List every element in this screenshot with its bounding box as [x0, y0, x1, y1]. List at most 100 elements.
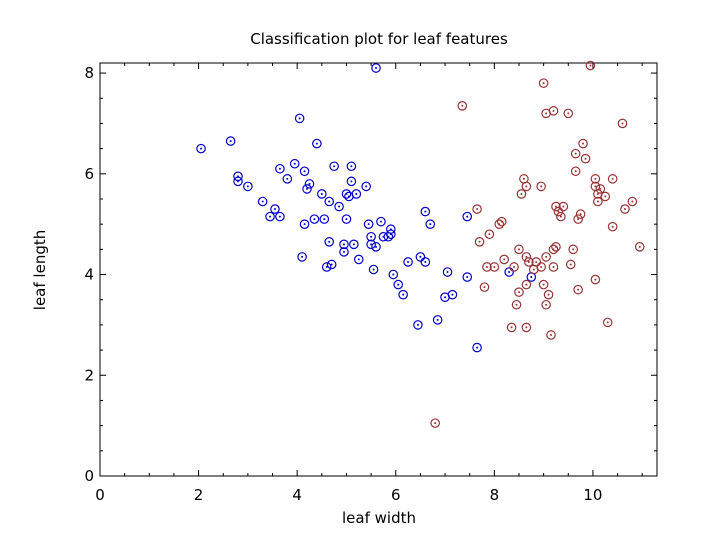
data-point	[371, 63, 381, 73]
data-point	[225, 136, 236, 146]
data-point	[289, 158, 300, 169]
x-tick-label: 2	[194, 486, 204, 504]
data-point	[516, 189, 527, 199]
data-point	[593, 196, 603, 207]
data-point	[317, 189, 327, 199]
data-point	[363, 219, 374, 229]
x-tick-label: 6	[391, 486, 401, 504]
data-point	[546, 330, 556, 340]
data-point	[556, 211, 566, 222]
data-point	[366, 239, 376, 250]
data-point	[521, 322, 532, 333]
data-point	[294, 113, 305, 124]
data-point	[319, 214, 330, 224]
data-point	[324, 236, 335, 247]
data-point	[196, 143, 206, 154]
data-point	[282, 174, 293, 184]
y-tick-label: 8	[84, 64, 94, 82]
data-point	[349, 239, 359, 250]
data-point	[634, 242, 645, 252]
data-point	[553, 206, 564, 217]
data-point	[472, 204, 482, 214]
data-point	[578, 138, 588, 149]
data-point	[366, 231, 376, 242]
data-point	[243, 181, 253, 192]
data-point	[275, 163, 285, 174]
data-point	[472, 342, 482, 353]
data-point	[543, 289, 554, 300]
data-point	[617, 118, 628, 129]
data-point	[595, 184, 606, 194]
data-point	[346, 176, 357, 187]
data-point	[536, 181, 546, 192]
series-1	[196, 63, 537, 353]
data-point	[590, 274, 601, 285]
data-point	[368, 264, 379, 275]
data-point	[499, 254, 509, 265]
data-point	[504, 267, 514, 277]
data-point	[551, 242, 561, 252]
data-point	[484, 229, 495, 240]
data-point	[573, 284, 583, 295]
data-point	[442, 267, 453, 277]
data-point	[341, 214, 352, 224]
data-point	[575, 209, 586, 219]
data-point	[558, 201, 569, 212]
y-axis-label: leaf length	[31, 230, 49, 310]
data-point	[509, 262, 519, 272]
data-point	[447, 289, 458, 300]
data-point	[413, 320, 423, 330]
data-point	[541, 299, 551, 310]
data-point	[570, 166, 581, 177]
data-point	[570, 148, 581, 159]
data-point	[489, 262, 500, 272]
data-point	[326, 259, 337, 270]
data-point	[430, 418, 440, 428]
data-point	[393, 279, 404, 290]
data-point	[324, 196, 335, 207]
series-2	[430, 60, 645, 428]
data-point	[474, 236, 485, 247]
data-point	[563, 108, 574, 119]
data-point	[548, 262, 559, 272]
data-point	[590, 174, 601, 184]
data-point	[302, 184, 312, 194]
data-point	[600, 191, 611, 202]
x-tick-label: 10	[583, 486, 602, 504]
data-point	[371, 242, 381, 252]
data-point	[398, 289, 408, 300]
data-point	[339, 247, 349, 257]
data-point	[521, 181, 532, 192]
data-point	[536, 262, 546, 272]
data-point	[568, 244, 579, 255]
data-point	[607, 174, 618, 184]
data-point	[415, 252, 426, 262]
y-tick-label: 0	[84, 467, 94, 485]
data-point	[420, 257, 431, 267]
chart-title: Classification plot for leaf features	[250, 30, 508, 48]
plot-frame	[99, 62, 658, 477]
data-point	[388, 269, 399, 280]
data-point	[432, 315, 443, 325]
data-point	[541, 252, 551, 262]
x-tick-label: 0	[95, 486, 105, 504]
data-point	[297, 252, 307, 262]
data-point	[275, 211, 285, 222]
data-point	[353, 254, 364, 265]
data-points	[196, 60, 645, 428]
data-point	[457, 101, 468, 111]
y-tick-label: 2	[84, 366, 94, 384]
data-point	[602, 317, 613, 328]
data-point	[531, 257, 542, 267]
x-tick-label: 8	[490, 486, 500, 504]
data-point	[514, 244, 524, 255]
data-point	[524, 257, 534, 267]
y-tick-label: 6	[84, 165, 94, 183]
data-point	[361, 181, 371, 192]
axis-ticks	[99, 63, 657, 477]
data-point	[270, 204, 280, 214]
data-point	[580, 153, 591, 164]
data-point	[538, 279, 549, 290]
